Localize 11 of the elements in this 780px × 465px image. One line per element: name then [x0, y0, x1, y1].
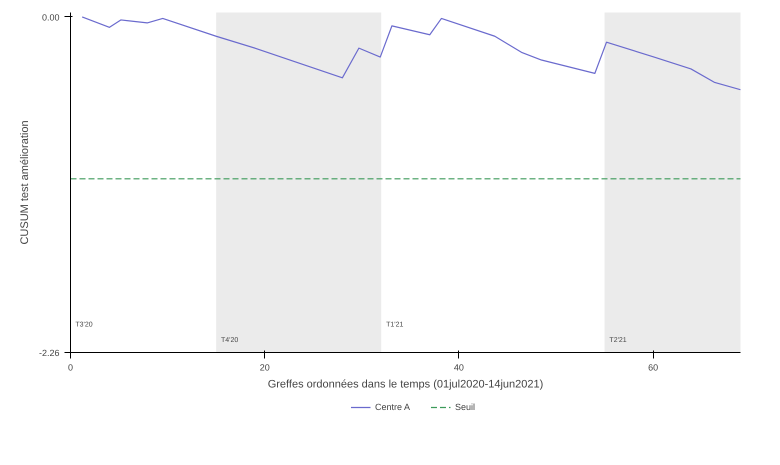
y-axis-title: CUSUM test amélioration: [18, 120, 31, 245]
y-tick-label: 0.00: [42, 12, 60, 22]
x-tick-label: 60: [648, 362, 658, 372]
y-tick-label: -2.26: [38, 348, 60, 358]
legend-label: Seuil: [455, 402, 476, 412]
x-tick-label: 0: [68, 362, 74, 372]
x-axis-title: Greffes ordonnées dans le temps (01jul2020-14jun2021): [268, 378, 544, 390]
legend-label: Centre A: [374, 402, 410, 412]
line-series: [82, 16, 740, 90]
x-tick-label: 40: [454, 362, 464, 372]
x-tick-label: 20: [260, 362, 270, 372]
